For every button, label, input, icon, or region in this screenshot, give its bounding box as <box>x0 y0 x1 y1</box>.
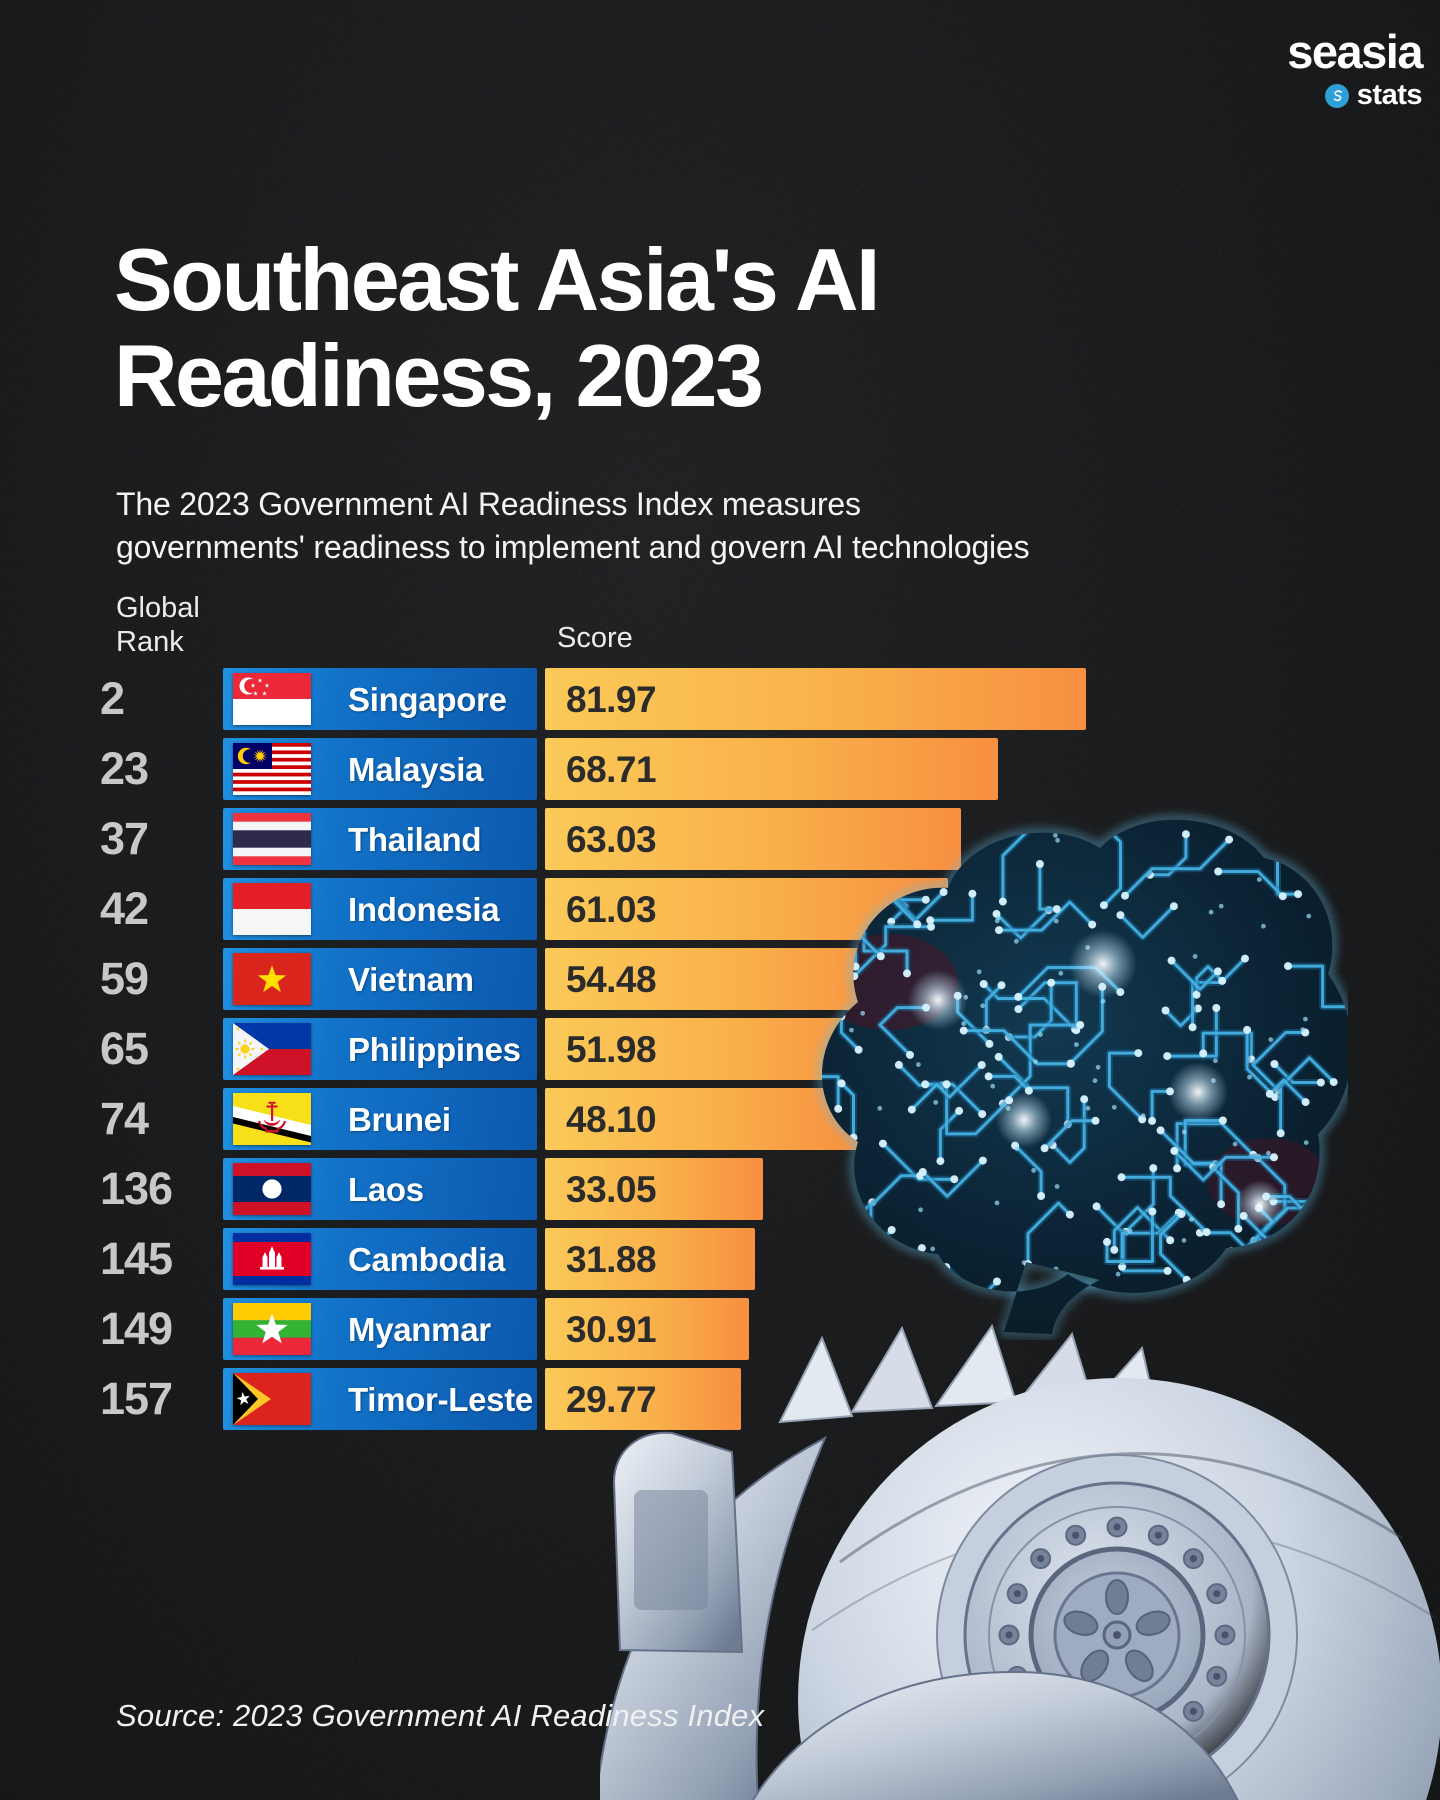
circuit-brain-graphic <box>819 816 1348 1337</box>
score-column-header: Score <box>557 622 633 654</box>
brand-logo: seasia stats <box>1287 25 1423 112</box>
rank-cell: 149 <box>100 1303 173 1354</box>
country-label-box: Laos <box>223 1158 537 1220</box>
rank-cell: 157 <box>100 1373 173 1424</box>
rank-cell: 23 <box>100 743 149 794</box>
rank-cell: 59 <box>100 953 149 1004</box>
score-value: 51.98 <box>566 1029 657 1070</box>
flag-thailand-icon <box>233 813 311 865</box>
page-subtitle: The 2023 Government AI Readiness Index m… <box>116 483 1030 568</box>
rank-header-line2: Rank <box>116 625 184 658</box>
country-name: Timor-Leste <box>348 1381 533 1418</box>
score-bar: 33.05 <box>545 1158 763 1220</box>
country-label-box: Philippines <box>223 1018 537 1080</box>
country-label-box: Thailand <box>223 808 537 870</box>
flag-indonesia-icon <box>233 883 311 935</box>
score-value: 81.97 <box>566 679 657 720</box>
country-name: Philippines <box>348 1031 521 1068</box>
source-citation: Source: 2023 Government AI Readiness Ind… <box>116 1698 765 1733</box>
flag-malaysia-icon <box>233 743 311 795</box>
score-value: 61.03 <box>566 889 657 930</box>
flag-laos-icon <box>233 1163 311 1215</box>
page-subtitle-line1: The 2023 Government AI Readiness Index m… <box>116 486 861 522</box>
country-name: Myanmar <box>348 1311 491 1348</box>
score-value: 48.10 <box>566 1099 657 1140</box>
score-value: 68.71 <box>566 749 657 790</box>
brand-substat: stats <box>1356 79 1423 111</box>
seasia-stats-icon <box>1324 83 1349 108</box>
country-label-box: Brunei <box>223 1088 537 1150</box>
rank-cell: 74 <box>100 1093 149 1144</box>
page-title-line2: Readiness, 2023 <box>114 325 764 425</box>
rank-cell: 65 <box>100 1023 149 1074</box>
country-label-box: Myanmar <box>223 1298 537 1360</box>
country-name: Thailand <box>348 821 482 858</box>
country-name: Laos <box>348 1171 424 1208</box>
rank-header-line1: Global <box>116 592 200 624</box>
country-label-box: Indonesia <box>223 878 537 940</box>
flag-vietnam-icon <box>233 953 311 1005</box>
country-label-box: Timor-Leste <box>223 1368 537 1430</box>
rank-cell: 2 <box>100 673 125 724</box>
table-row: 2 Singapore 81.97 <box>0 668 1440 730</box>
score-bar: 81.97 <box>545 668 1086 730</box>
rank-column-header: Global Rank <box>116 592 200 659</box>
flag-timor-leste-icon <box>233 1373 311 1425</box>
score-value: 31.88 <box>566 1239 657 1280</box>
country-name: Brunei <box>348 1101 451 1138</box>
country-name: Indonesia <box>348 891 500 928</box>
flag-singapore-icon <box>233 673 311 725</box>
score-value: 63.03 <box>566 819 657 860</box>
brand-wordmark: seasia <box>1287 25 1423 78</box>
flag-myanmar-icon <box>233 1303 311 1355</box>
score-value: 54.48 <box>566 959 657 1000</box>
page-subtitle-line2: governments' readiness to implement and … <box>116 528 1030 565</box>
country-label-box: Vietnam <box>223 948 537 1010</box>
page-title-line1: Southeast Asia's AI <box>114 230 881 329</box>
score-value: 33.05 <box>566 1169 657 1210</box>
country-name: Singapore <box>348 681 507 718</box>
country-label-box: Malaysia <box>223 738 537 800</box>
flag-philippines-icon <box>233 1023 311 1075</box>
rank-cell: 37 <box>100 813 149 864</box>
country-name: Vietnam <box>348 961 474 998</box>
rank-cell: 145 <box>100 1233 173 1284</box>
rank-cell: 42 <box>100 883 149 934</box>
table-row: 23 Malaysia 68.71 <box>0 738 1440 800</box>
country-label-box: Singapore <box>223 668 537 730</box>
page-title: Southeast Asia's AI Readiness, 2023 <box>114 230 881 425</box>
score-bar: 68.71 <box>545 738 998 800</box>
country-label-box: Cambodia <box>223 1228 537 1290</box>
score-bar: 31.88 <box>545 1228 755 1290</box>
country-name: Cambodia <box>348 1241 506 1278</box>
country-name: Malaysia <box>348 751 484 788</box>
flag-cambodia-icon <box>233 1233 311 1285</box>
flag-brunei-icon <box>233 1093 311 1145</box>
rank-cell: 136 <box>100 1163 173 1214</box>
